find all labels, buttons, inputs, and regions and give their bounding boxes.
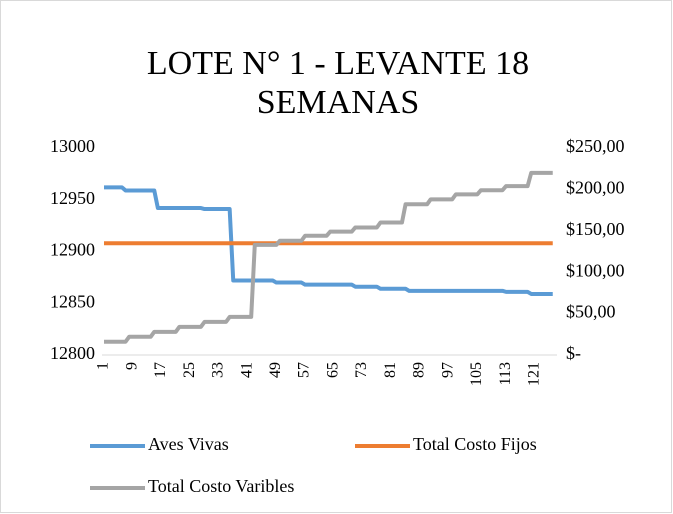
series-line (104, 170, 553, 344)
x-tick-label: 65 (324, 362, 341, 378)
x-tick-label: 41 (238, 362, 255, 378)
y-tick-label: 12950 (50, 188, 95, 208)
x-tick-label: 89 (411, 362, 428, 378)
x-tick-label: 97 (439, 362, 456, 378)
y2-tick-label: $100,00 (566, 260, 625, 280)
x-tick-label: 81 (382, 362, 399, 378)
x-tick-label: 73 (353, 362, 370, 378)
y-tick-label: 12850 (50, 291, 95, 311)
y2-tick-label: $- (566, 343, 581, 363)
x-tick-label: 17 (152, 362, 169, 378)
x-tick-label: 33 (210, 362, 227, 378)
x-tick-label: 25 (181, 362, 198, 378)
y2-tick-label: $250,00 (566, 136, 625, 156)
legend-label: Total Costo Varibles (148, 476, 294, 496)
y-tick-label: 12900 (50, 240, 95, 260)
y2-tick-label: $50,00 (566, 302, 616, 322)
x-tick-label: 113 (497, 362, 514, 385)
legend-label: Total Costo Fijos (413, 434, 537, 454)
x-tick-label: 49 (267, 362, 284, 378)
x-tick-label: 1 (95, 362, 112, 370)
legend-label: Aves Vivas (148, 434, 229, 454)
x-tick-label: 121 (525, 362, 542, 386)
series-line (104, 185, 553, 296)
chart-title: LOTE N° 1 - LEVANTE 18 SEMANAS (146, 45, 530, 121)
y2-tick-label: $200,00 (566, 178, 625, 198)
y2-tick-label: $150,00 (566, 219, 625, 239)
x-tick-label: 9 (123, 362, 140, 370)
y-tick-label: 13000 (50, 136, 95, 156)
x-tick-label: 57 (296, 362, 313, 378)
x-tick-label: 105 (468, 362, 485, 386)
y-tick-label: 12800 (50, 343, 95, 363)
